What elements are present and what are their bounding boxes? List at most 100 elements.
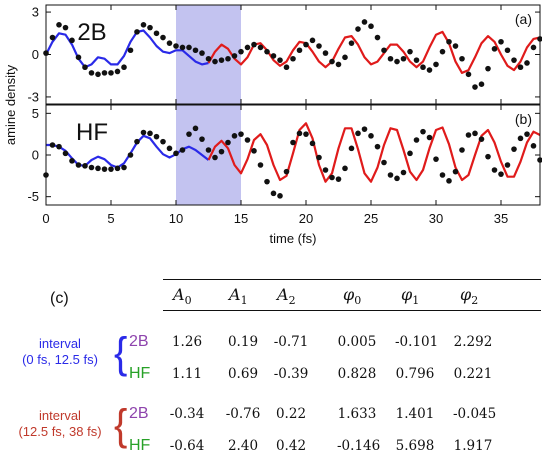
data-point-a [459, 55, 465, 62]
data-point-b [277, 193, 283, 199]
method-label: HF [129, 437, 151, 454]
interval-label: (12.5 fs, 38 fs) [18, 424, 102, 439]
data-point-b [335, 176, 342, 182]
fit-curve-b-1 [207, 122, 541, 183]
data-point-a [238, 48, 244, 55]
data-point-a [329, 58, 335, 65]
data-point-b [355, 130, 361, 137]
y-tick-label-a: -3 [27, 89, 39, 104]
data-point-b [374, 143, 381, 150]
x-tick-label: 25 [364, 211, 378, 226]
data-point-a [134, 29, 140, 35]
data-point-a [82, 64, 88, 71]
panel-label-a: (a) [515, 11, 532, 27]
data-point-b [251, 148, 257, 154]
table-cell: -0.101 [395, 334, 439, 350]
column-header: φ2 [460, 285, 479, 308]
data-point-b [257, 162, 264, 168]
fit-curve-a-1 [207, 30, 541, 75]
data-point-a [368, 23, 374, 30]
data-point-b [316, 154, 322, 161]
table-cell: 0.22 [275, 406, 307, 422]
panel-label-b: (b) [515, 111, 532, 127]
data-point-a [303, 41, 309, 48]
data-point-a [465, 71, 472, 78]
group-brace: { [114, 328, 128, 378]
data-point-a [511, 57, 517, 63]
data-point-b [322, 167, 329, 173]
data-point-b [56, 143, 62, 150]
fit-curve-a-0 [45, 29, 209, 69]
data-point-b [199, 136, 205, 142]
data-point-b [69, 158, 75, 164]
x-tick-label: 20 [299, 211, 313, 226]
data-point-b [179, 147, 186, 153]
data-point-b [127, 152, 134, 158]
data-point-a [361, 19, 368, 25]
y-tick-label-a: 0 [32, 47, 39, 62]
data-point-b [400, 169, 407, 176]
data-point-a [257, 44, 264, 51]
data-point-b [407, 150, 413, 157]
column-header: φ0 [343, 285, 362, 308]
data-point-a [498, 38, 504, 45]
data-point-a [166, 40, 173, 46]
data-point-b [244, 137, 251, 143]
data-point-b [121, 164, 127, 171]
data-point-a [212, 58, 218, 65]
table-cell: 1.401 [395, 406, 435, 422]
data-point-a [186, 44, 192, 51]
column-header: A1 [229, 285, 248, 308]
table-cell: 2.292 [453, 334, 493, 350]
data-point-b [238, 131, 244, 137]
data-point-a [400, 55, 407, 62]
data-point-b [329, 174, 335, 181]
data-point-b [465, 132, 472, 138]
x-tick-label: 0 [42, 211, 49, 226]
data-point-b [517, 135, 524, 142]
x-tick-label: 35 [494, 211, 508, 226]
table-cell: 0.69 [227, 366, 259, 382]
data-point-a [524, 60, 530, 66]
data-point-b [225, 139, 231, 146]
data-point-a [426, 67, 433, 73]
data-point-b [439, 172, 446, 178]
data-point-a [387, 55, 394, 62]
data-point-b [218, 148, 225, 155]
data-point-b [348, 145, 355, 152]
method-label: 2B [129, 333, 149, 350]
data-point-b [75, 162, 82, 168]
data-point-b [303, 131, 309, 137]
data-point-a [199, 50, 205, 56]
data-point-b [309, 140, 316, 147]
table-cell: 1.26 [171, 334, 203, 350]
data-point-a [192, 47, 199, 54]
table-cell: -0.39 [273, 366, 309, 382]
data-point-a [75, 54, 82, 61]
data-point-a [56, 22, 62, 28]
data-point-b [173, 150, 179, 157]
data-point-b [394, 175, 400, 182]
data-point-b [82, 163, 88, 169]
data-point-a [478, 81, 485, 87]
data-point-b [101, 166, 108, 172]
data-point-b [452, 168, 459, 175]
data-point-a [264, 48, 270, 55]
data-point-b [342, 165, 348, 172]
table-cell: -0.71 [273, 334, 309, 350]
data-point-a [231, 53, 238, 59]
x-axis-label: time (fs) [270, 231, 317, 246]
data-point-b [420, 128, 426, 135]
data-point-b [472, 130, 478, 137]
data-point-a [251, 41, 257, 48]
interval-label: (0 fs, 12.5 fs) [22, 352, 98, 367]
x-tick-label: 10 [169, 211, 183, 226]
data-point-a [472, 84, 478, 90]
data-point-b [368, 133, 374, 139]
data-point-b [283, 168, 290, 175]
data-point-b [387, 172, 394, 178]
data-point-a [446, 38, 452, 45]
data-point-b [511, 146, 517, 152]
data-point-a [62, 24, 69, 31]
